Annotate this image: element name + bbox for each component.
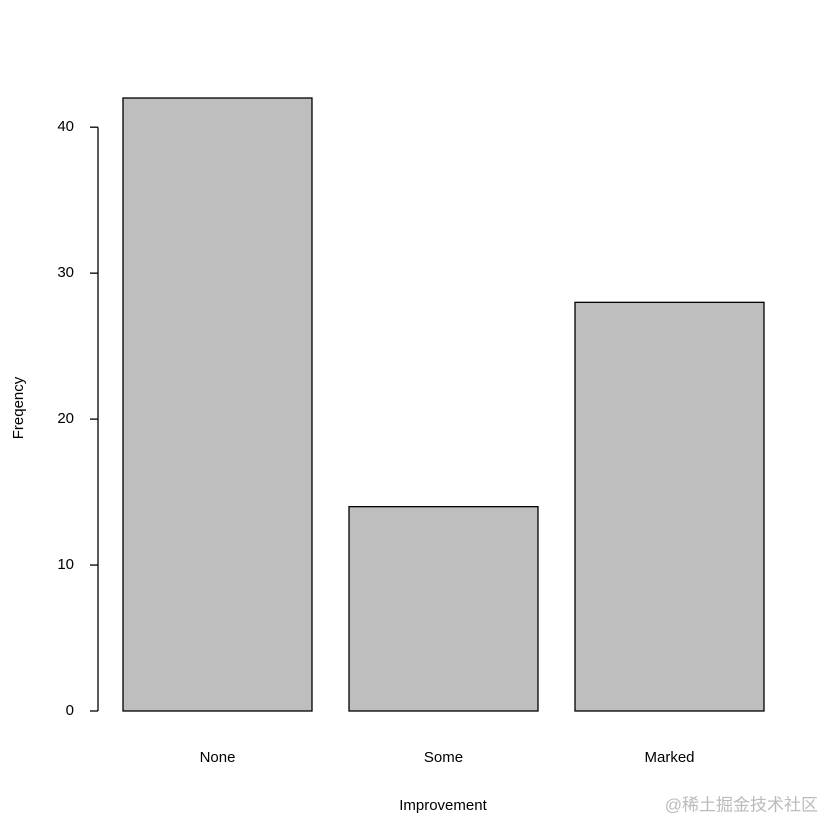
y-axis-label: Freqency: [10, 376, 27, 439]
x-tick-label: None: [200, 749, 236, 766]
y-tick-label: 10: [57, 556, 74, 573]
x-tick-label: Marked: [644, 749, 694, 766]
y-tick-label: 40: [57, 118, 74, 135]
bar: [348, 506, 539, 712]
y-tick-label: 0: [66, 702, 74, 719]
y-tick-label: 30: [57, 264, 74, 281]
watermark: @稀土掘金技术社区: [665, 795, 818, 814]
x-tick-label: Some: [424, 749, 463, 766]
bar: [122, 97, 313, 712]
y-tick-label: 20: [57, 410, 74, 427]
bar: [574, 301, 765, 712]
x-axis-label: Improvement: [399, 797, 487, 814]
